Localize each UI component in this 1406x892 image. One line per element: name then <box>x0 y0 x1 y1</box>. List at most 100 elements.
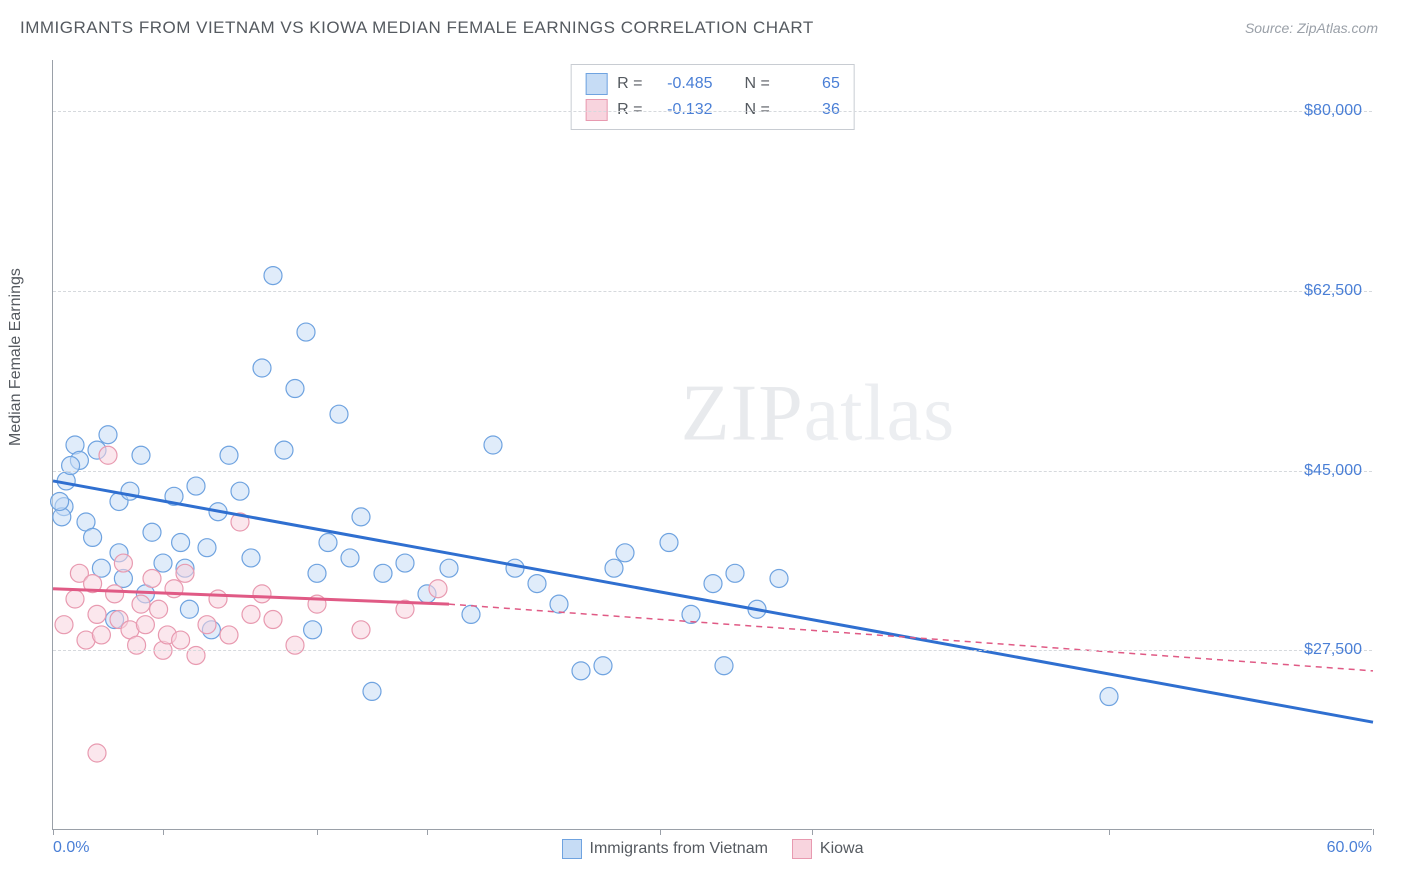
source-credit: Source: ZipAtlas.com <box>1245 20 1378 36</box>
scatter-point-kiowa <box>66 590 84 608</box>
plot-area: ZIPatlas R = -0.485 N = 65 R = -0.132 N … <box>52 60 1372 830</box>
scatter-point-vietnam <box>550 595 568 613</box>
source-value: ZipAtlas.com <box>1297 20 1378 36</box>
scatter-point-vietnam <box>253 359 271 377</box>
scatter-point-kiowa <box>352 621 370 639</box>
scatter-point-kiowa <box>176 564 194 582</box>
scatter-point-kiowa <box>136 616 154 634</box>
scatter-point-vietnam <box>528 575 546 593</box>
scatter-point-kiowa <box>429 580 447 598</box>
legend-swatch-vietnam <box>562 839 582 859</box>
x-tick <box>163 829 164 835</box>
bottom-legend: Immigrants from Vietnam Kiowa <box>562 839 864 859</box>
scatter-point-vietnam <box>374 564 392 582</box>
scatter-point-kiowa <box>99 446 117 464</box>
x-axis-start-label: 0.0% <box>53 839 89 857</box>
scatter-point-vietnam <box>319 534 337 552</box>
trend-dash-kiowa <box>449 604 1373 671</box>
scatter-point-vietnam <box>704 575 722 593</box>
scatter-point-vietnam <box>231 482 249 500</box>
scatter-point-vietnam <box>308 564 326 582</box>
chart-title: IMMIGRANTS FROM VIETNAM VS KIOWA MEDIAN … <box>20 18 814 38</box>
scatter-point-kiowa <box>286 636 304 654</box>
scatter-point-kiowa <box>55 616 73 634</box>
scatter-point-kiowa <box>253 585 271 603</box>
scatter-point-kiowa <box>88 605 106 623</box>
scatter-point-vietnam <box>304 621 322 639</box>
scatter-point-vietnam <box>286 380 304 398</box>
scatter-point-kiowa <box>143 569 161 587</box>
scatter-point-vietnam <box>572 662 590 680</box>
gridline <box>53 650 1372 651</box>
scatter-point-vietnam <box>660 534 678 552</box>
scatter-point-vietnam <box>242 549 260 567</box>
scatter-point-vietnam <box>330 405 348 423</box>
gridline <box>53 471 1372 472</box>
chart-svg <box>53 60 1372 829</box>
scatter-point-vietnam <box>484 436 502 454</box>
scatter-point-kiowa <box>198 616 216 634</box>
scatter-point-vietnam <box>440 559 458 577</box>
scatter-point-vietnam <box>132 446 150 464</box>
gridline <box>53 111 1372 112</box>
scatter-point-kiowa <box>88 744 106 762</box>
x-tick <box>1373 829 1374 835</box>
x-tick <box>427 829 428 835</box>
legend-item-vietnam: Immigrants from Vietnam <box>562 839 768 859</box>
scatter-point-vietnam <box>51 492 69 510</box>
scatter-point-vietnam <box>506 559 524 577</box>
scatter-point-vietnam <box>605 559 623 577</box>
scatter-point-vietnam <box>198 539 216 557</box>
y-axis-label: Median Female Earnings <box>7 268 25 446</box>
scatter-point-kiowa <box>187 646 205 664</box>
scatter-point-vietnam <box>396 554 414 572</box>
scatter-point-kiowa <box>150 600 168 618</box>
scatter-point-kiowa <box>106 585 124 603</box>
scatter-point-kiowa <box>209 590 227 608</box>
trend-line-vietnam <box>53 481 1373 722</box>
scatter-point-vietnam <box>297 323 315 341</box>
x-tick <box>1109 829 1110 835</box>
scatter-point-kiowa <box>128 636 146 654</box>
source-label: Source: <box>1245 20 1293 36</box>
scatter-point-vietnam <box>275 441 293 459</box>
scatter-point-vietnam <box>341 549 359 567</box>
scatter-point-kiowa <box>172 631 190 649</box>
legend-swatch-kiowa <box>792 839 812 859</box>
scatter-point-vietnam <box>462 605 480 623</box>
scatter-point-kiowa <box>114 554 132 572</box>
x-tick <box>53 829 54 835</box>
scatter-point-vietnam <box>726 564 744 582</box>
y-tick-label: $62,500 <box>1304 282 1362 300</box>
scatter-point-vietnam <box>352 508 370 526</box>
scatter-point-vietnam <box>616 544 634 562</box>
scatter-point-vietnam <box>264 267 282 285</box>
scatter-point-vietnam <box>154 554 172 572</box>
scatter-point-kiowa <box>220 626 238 644</box>
scatter-point-vietnam <box>363 682 381 700</box>
scatter-point-kiowa <box>242 605 260 623</box>
y-tick-label: $27,500 <box>1304 641 1362 659</box>
x-tick <box>812 829 813 835</box>
scatter-point-vietnam <box>770 569 788 587</box>
scatter-point-vietnam <box>1100 688 1118 706</box>
scatter-point-vietnam <box>172 534 190 552</box>
legend-item-kiowa: Kiowa <box>792 839 864 859</box>
x-tick <box>660 829 661 835</box>
scatter-point-vietnam <box>594 657 612 675</box>
scatter-point-vietnam <box>62 457 80 475</box>
scatter-point-vietnam <box>715 657 733 675</box>
scatter-point-kiowa <box>264 611 282 629</box>
scatter-point-vietnam <box>180 600 198 618</box>
scatter-point-kiowa <box>92 626 110 644</box>
scatter-point-vietnam <box>84 528 102 546</box>
legend-label-kiowa: Kiowa <box>820 840 864 858</box>
legend-label-vietnam: Immigrants from Vietnam <box>590 840 768 858</box>
scatter-point-vietnam <box>220 446 238 464</box>
x-axis-end-label: 60.0% <box>1327 839 1372 857</box>
scatter-point-kiowa <box>132 595 150 613</box>
scatter-point-vietnam <box>187 477 205 495</box>
y-tick-label: $80,000 <box>1304 102 1362 120</box>
y-tick-label: $45,000 <box>1304 462 1362 480</box>
x-tick <box>317 829 318 835</box>
